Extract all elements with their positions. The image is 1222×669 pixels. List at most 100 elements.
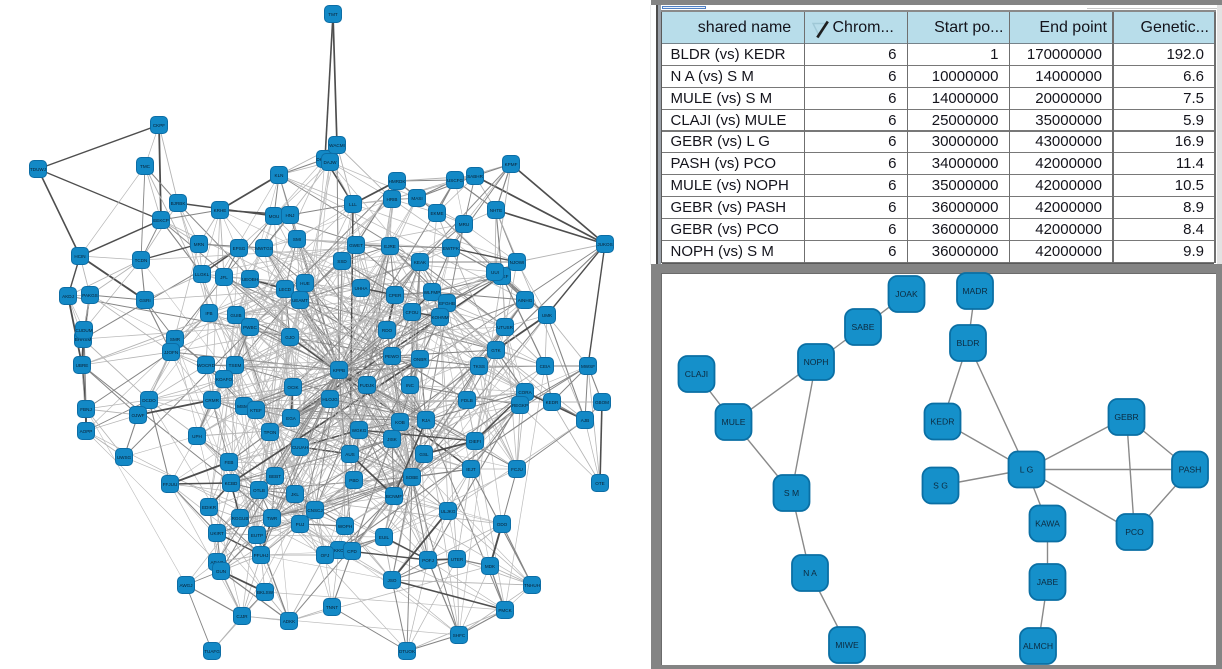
svg-text:CORA: CORA [518, 390, 532, 395]
svg-text:EGA: EGA [286, 416, 297, 421]
svg-text:IEJT: IEJT [466, 467, 476, 472]
svg-text:PCO: PCO [1125, 527, 1144, 537]
svg-text:JOAK: JOAK [895, 289, 918, 299]
svg-text:GEBR: GEBR [1114, 412, 1138, 422]
svg-text:TNHUH: TNHUH [524, 583, 540, 588]
svg-text:FDLB: FDLB [461, 398, 473, 403]
svg-text:KAWA: KAWA [1035, 519, 1060, 529]
svg-text:DTUOK: DTUOK [399, 649, 416, 654]
svg-text:MRN: MRN [194, 242, 204, 247]
svg-text:MWTGS: MWTGS [255, 246, 273, 251]
svg-text:GBOM: GBOM [595, 400, 609, 405]
svg-text:CEIA: CEIA [540, 364, 552, 369]
svg-text:GUN: GUN [216, 569, 226, 574]
svg-text:FKKOP: FKKOP [331, 548, 347, 553]
svg-text:BCNMF: BCNMF [386, 494, 403, 499]
svg-text:LLL: LLL [349, 202, 357, 207]
svg-text:NOPH: NOPH [804, 357, 829, 367]
svg-text:UEAMT: UEAMT [292, 298, 308, 303]
svg-text:JKL: JKL [291, 492, 299, 497]
svg-text:CLAJI: CLAJI [685, 369, 708, 379]
svg-text:MADR: MADR [962, 286, 987, 296]
svg-text:KPPB: KPPB [333, 368, 345, 373]
svg-text:HUE: HUE [300, 281, 310, 286]
svg-text:KEDR: KEDR [931, 417, 955, 427]
svg-text:CJJR: CJJR [236, 614, 248, 619]
svg-text:SOBE: SOBE [406, 475, 419, 480]
svg-text:AINHG: AINHG [518, 298, 533, 303]
svg-text:KEAK: KEAK [414, 260, 427, 265]
svg-text:HCIN: HCIN [74, 254, 85, 259]
svg-text:WGKG: WGKG [352, 428, 367, 433]
svg-text:TKSS: TKSS [473, 364, 485, 369]
svg-text:S M: S M [784, 488, 799, 498]
svg-text:KPMF: KPMF [505, 162, 518, 167]
svg-text:BEBT: BEBT [269, 474, 281, 479]
svg-text:SMR: SMR [170, 337, 181, 342]
svg-text:JJOFN: JJOFN [164, 350, 178, 355]
svg-text:HMRDK: HMRDK [389, 179, 407, 184]
svg-text:NHTE: NHTE [490, 208, 503, 213]
svg-text:BKLSW: BKLSW [257, 590, 274, 595]
svg-text:SABHR: SABHR [467, 174, 484, 179]
svg-text:KEDR: KEDR [546, 400, 559, 405]
svg-text:OTLB: OTLB [253, 488, 265, 493]
svg-text:POFJ: POFJ [422, 558, 434, 563]
svg-text:JABE: JABE [1037, 577, 1059, 587]
svg-text:RDO: RDO [382, 328, 393, 333]
svg-text:WOCRD: WOCRD [197, 363, 216, 368]
svg-text:FEB: FEB [225, 460, 234, 465]
svg-text:SHFC: SHFC [453, 633, 466, 638]
svg-text:USCFG: USCFG [447, 178, 464, 183]
svg-text:TWR: TWR [267, 516, 278, 521]
svg-text:HLOJG: HLOJG [322, 397, 338, 402]
svg-text:CFOU: CFOU [405, 310, 418, 315]
svg-text:UTER: UTER [451, 557, 464, 562]
svg-text:OCIK: OCIK [287, 385, 299, 390]
svg-text:TDUWJ: TDUWJ [30, 167, 46, 172]
svg-text:JFL: JFL [220, 275, 228, 280]
svg-text:NJOWI: NJOWI [510, 260, 525, 265]
svg-text:PASH: PASH [1179, 465, 1202, 475]
svg-text:EKME: EKME [430, 211, 443, 216]
svg-text:RGGUB: RGGUB [232, 516, 249, 521]
svg-text:L G: L G [1020, 465, 1034, 475]
svg-text:GTK: GTK [491, 348, 501, 353]
svg-text:FUDJK: FUDJK [360, 383, 376, 388]
svg-text:EWTFK: EWTFK [443, 246, 460, 251]
svg-text:PWBC: PWBC [243, 325, 257, 330]
svg-text:ONBR: ONBR [413, 357, 427, 362]
svg-text:EFGHB: EFGHB [439, 301, 455, 306]
svg-text:KOHNM: KOHNM [431, 315, 448, 320]
svg-text:TSEM: TSEM [229, 363, 242, 368]
svg-text:UBRE: UBRE [76, 363, 89, 368]
svg-text:GUIB: GUIB [230, 313, 241, 318]
svg-text:AWGJ: AWGJ [179, 583, 192, 588]
svg-text:TCDN: TCDN [135, 258, 148, 263]
svg-text:HNJ: HNJ [286, 213, 295, 218]
svg-text:S G: S G [933, 481, 948, 491]
svg-text:JUKOS: JUKOS [597, 242, 612, 247]
svg-text:CPER: CPER [389, 293, 402, 298]
svg-text:MOU: MOU [269, 214, 280, 219]
svg-text:MDK: MDK [485, 564, 496, 569]
svg-text:MSMB: MSMB [237, 404, 251, 409]
svg-text:PBD: PBD [349, 478, 359, 483]
svg-text:UPH: UPH [192, 434, 202, 439]
svg-text:SSD: SSD [337, 259, 347, 264]
svg-text:SABE: SABE [852, 322, 875, 332]
svg-text:KOAFO: KOAFO [216, 377, 233, 382]
svg-text:PUJ: PUJ [296, 522, 305, 527]
svg-text:ALMCH: ALMCH [1023, 641, 1053, 651]
svg-text:MRU: MRU [459, 222, 469, 227]
svg-text:PAKGS: PAKGS [82, 293, 98, 298]
svg-text:BLDR: BLDR [957, 338, 980, 348]
svg-text:UMK: UMK [542, 313, 553, 318]
svg-text:HRIB: HRIB [387, 197, 398, 202]
svg-text:PMCK: PMCK [498, 608, 512, 613]
svg-text:CNSCJ: CNSCJ [307, 508, 322, 513]
svg-text:OJWF: OJWF [131, 413, 144, 418]
svg-text:MIWE: MIWE [835, 640, 859, 650]
svg-text:GSL: GSL [419, 452, 429, 457]
svg-text:AKDJ: AKDJ [62, 294, 74, 299]
